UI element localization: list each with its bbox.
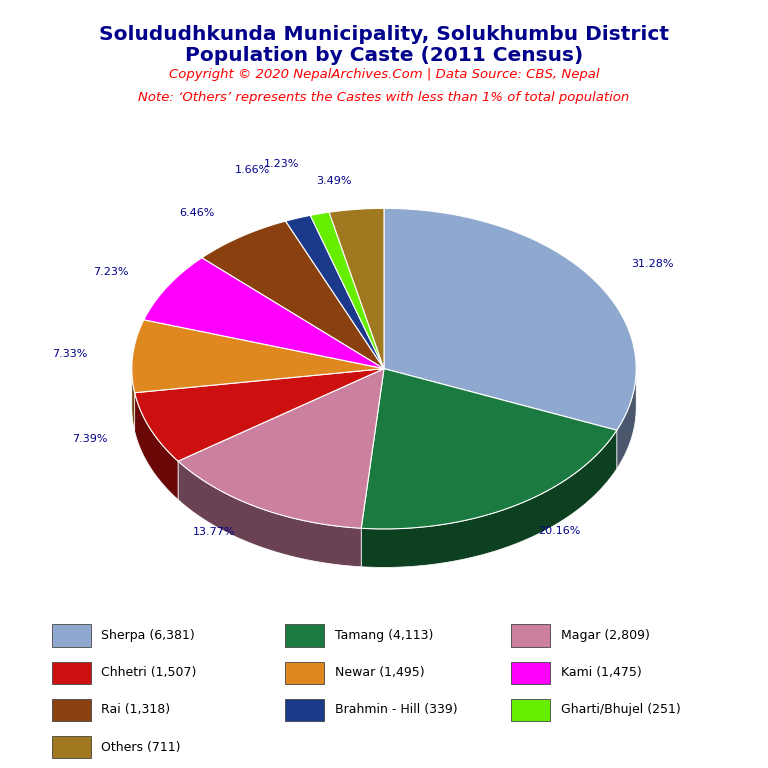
Polygon shape — [361, 369, 617, 529]
Text: Sherpa (6,381): Sherpa (6,381) — [101, 629, 195, 642]
Polygon shape — [286, 215, 384, 369]
Polygon shape — [202, 221, 384, 369]
FancyBboxPatch shape — [52, 661, 91, 684]
Text: Solududhkunda Municipality, Solukhumbu District: Solududhkunda Municipality, Solukhumbu D… — [99, 25, 669, 44]
Text: Newar (1,495): Newar (1,495) — [335, 667, 424, 680]
Text: Rai (1,318): Rai (1,318) — [101, 703, 170, 717]
Text: Magar (2,809): Magar (2,809) — [561, 629, 650, 642]
Polygon shape — [144, 258, 384, 369]
Text: 20.16%: 20.16% — [538, 525, 580, 535]
Text: Others (711): Others (711) — [101, 740, 181, 753]
FancyBboxPatch shape — [285, 624, 324, 647]
Polygon shape — [617, 369, 636, 468]
Text: Brahmin - Hill (339): Brahmin - Hill (339) — [335, 703, 457, 717]
FancyBboxPatch shape — [52, 699, 91, 721]
Text: 13.77%: 13.77% — [193, 528, 235, 538]
Text: Population by Caste (2011 Census): Population by Caste (2011 Census) — [185, 46, 583, 65]
Text: Note: ‘Others’ represents the Castes with less than 1% of total population: Note: ‘Others’ represents the Castes wit… — [138, 91, 630, 104]
FancyBboxPatch shape — [511, 624, 550, 647]
Text: 7.23%: 7.23% — [93, 267, 128, 277]
Text: 7.33%: 7.33% — [52, 349, 88, 359]
Polygon shape — [310, 212, 384, 369]
Text: Copyright © 2020 NepalArchives.Com | Data Source: CBS, Nepal: Copyright © 2020 NepalArchives.Com | Dat… — [169, 68, 599, 81]
Polygon shape — [134, 392, 178, 500]
Text: Kami (1,475): Kami (1,475) — [561, 667, 641, 680]
FancyBboxPatch shape — [511, 699, 550, 721]
Text: Tamang (4,113): Tamang (4,113) — [335, 629, 433, 642]
Text: 3.49%: 3.49% — [316, 176, 352, 186]
Polygon shape — [178, 369, 384, 528]
Polygon shape — [329, 208, 384, 369]
Polygon shape — [134, 369, 384, 461]
Text: 1.23%: 1.23% — [263, 159, 299, 169]
FancyBboxPatch shape — [52, 736, 91, 758]
Text: 1.66%: 1.66% — [235, 165, 270, 175]
FancyBboxPatch shape — [285, 699, 324, 721]
Text: 7.39%: 7.39% — [72, 435, 108, 445]
Polygon shape — [384, 208, 636, 430]
Text: Chhetri (1,507): Chhetri (1,507) — [101, 667, 197, 680]
FancyBboxPatch shape — [52, 624, 91, 647]
Text: 31.28%: 31.28% — [631, 259, 674, 269]
Polygon shape — [178, 461, 361, 567]
Polygon shape — [361, 430, 617, 568]
Polygon shape — [132, 369, 134, 431]
FancyBboxPatch shape — [511, 661, 550, 684]
Text: 6.46%: 6.46% — [180, 208, 215, 218]
Polygon shape — [132, 319, 384, 392]
Text: Gharti/Bhujel (251): Gharti/Bhujel (251) — [561, 703, 680, 717]
FancyBboxPatch shape — [285, 661, 324, 684]
